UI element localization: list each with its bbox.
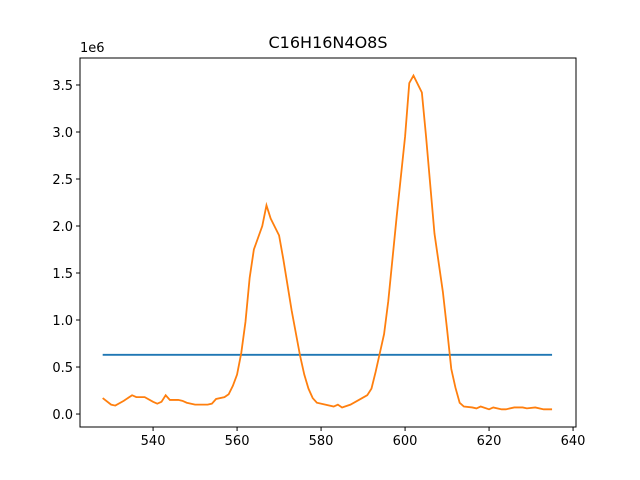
x-tick-label: 620 [477, 434, 502, 449]
x-tick-label: 640 [561, 434, 586, 449]
plot-frame [79, 57, 577, 428]
chart-title: C16H16N4O8S [269, 33, 388, 52]
x-tick-label: 600 [393, 434, 418, 449]
y-tick-label: 1.0 [52, 314, 73, 329]
y-tick-label: 0.5 [52, 361, 73, 376]
x-tick-label: 540 [141, 434, 166, 449]
line [102, 73, 553, 411]
x-tick-label: 580 [309, 434, 334, 449]
y-tick-label: 2.0 [52, 220, 73, 235]
y-tick-label: 0.0 [52, 408, 73, 423]
y-tick-label: 3.5 [52, 79, 73, 94]
y-offset-label: 1e6 [80, 41, 105, 56]
x-tick-label: 560 [225, 434, 250, 449]
y-tick-label: 1.5 [52, 267, 73, 282]
y-tick-label: 3.0 [52, 126, 73, 141]
y-tick-label: 2.5 [52, 173, 73, 188]
